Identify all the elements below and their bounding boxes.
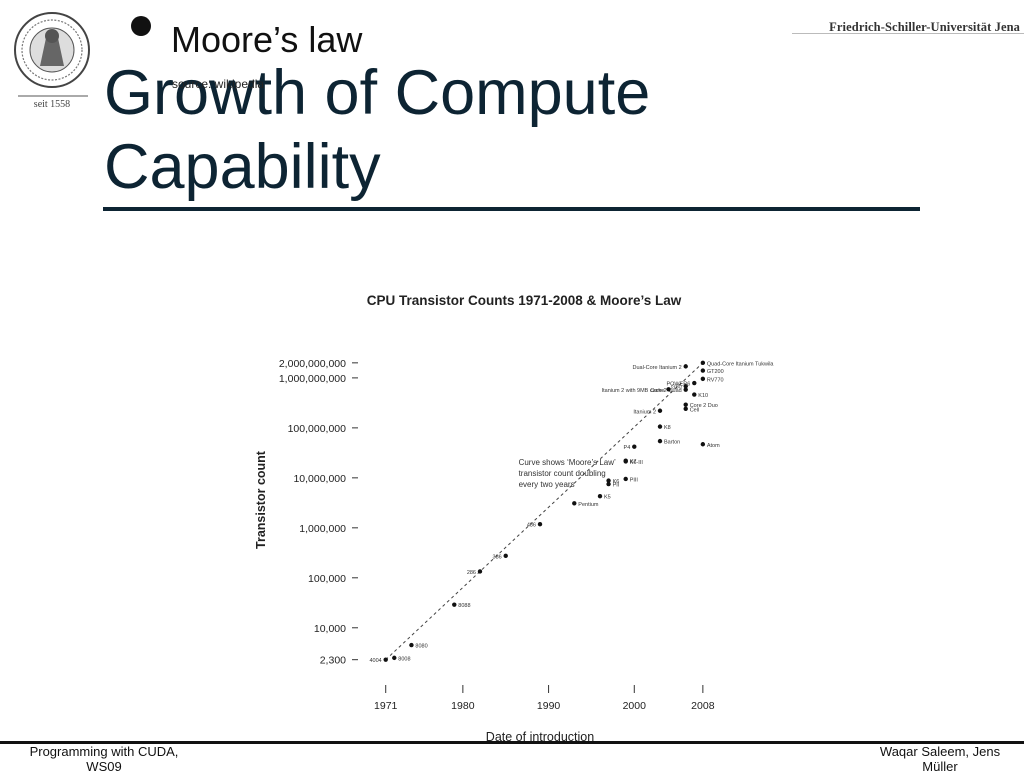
trend-annotation: Curve shows ‘Moore’s Law’ — [519, 458, 616, 467]
seal-text: seit 1558 — [34, 99, 70, 110]
point-label: Itanium 2 — [633, 409, 656, 415]
data-point — [700, 376, 706, 382]
x-tick-label: 1980 — [451, 700, 475, 712]
point-label: K6 — [613, 479, 620, 485]
point-label: Cell — [690, 407, 699, 413]
title-underline — [103, 207, 920, 211]
header-rule — [792, 33, 1024, 34]
transistor-count-chart: CPU Transistor Counts 1971-2008 & Moore’… — [254, 293, 775, 744]
footer-course: Programming with CUDA, WS09 — [14, 744, 194, 774]
y-axis-label: Transistor count — [254, 450, 268, 549]
point-label: K5 — [604, 495, 611, 501]
point-label: 8080 — [415, 644, 427, 650]
data-point — [683, 384, 688, 389]
data-point — [683, 402, 688, 407]
y-tick-label: 10,000 — [314, 623, 346, 635]
point-label: 4004 — [369, 658, 381, 664]
x-tick-label: 2000 — [623, 700, 647, 712]
data-point — [597, 493, 603, 499]
y-tick-label: 100,000 — [308, 573, 346, 585]
trend-annotation: every two years — [519, 480, 575, 489]
data-point — [503, 553, 508, 559]
y-tick-label: 10,000,000 — [293, 473, 346, 485]
footer-course-line2: WS09 — [86, 759, 122, 774]
y-tick-label: 100,000,000 — [288, 423, 347, 435]
data-point — [700, 360, 706, 366]
data-point — [477, 569, 483, 574]
point-label: GT200 — [707, 369, 724, 375]
data-point — [452, 602, 457, 607]
data-point — [572, 501, 577, 506]
footer-authors-line1: Waqar Saleem, Jens — [879, 744, 1001, 759]
point-label: POWER6 — [666, 382, 690, 388]
data-point — [700, 368, 706, 373]
footer-authors: Waqar Saleem, Jens Müller — [860, 744, 1020, 774]
point-label: Pentium — [578, 502, 599, 508]
data-point — [683, 387, 688, 392]
point-label: RV770 — [707, 377, 724, 383]
data-point — [606, 481, 611, 487]
data-point — [606, 478, 611, 483]
data-point — [623, 476, 628, 482]
point-label: G80 — [671, 385, 681, 391]
point-label: K6-III — [630, 460, 644, 466]
slide-title-line2: Capability — [104, 132, 381, 202]
point-label: K8 — [664, 425, 671, 431]
x-tick-label: 1971 — [374, 700, 398, 712]
point-label: Quad-Core Itanium Tukwila — [707, 361, 775, 367]
y-tick-label: 1,000,000,000 — [279, 373, 346, 385]
data-point — [632, 444, 637, 449]
bullet-text: Moore’s law — [171, 19, 363, 60]
moores-law-trend-line — [385, 362, 704, 661]
data-point — [537, 522, 543, 527]
footer-course-line1: Programming with CUDA, — [29, 744, 179, 759]
x-tick-label: 1990 — [537, 700, 561, 712]
data-point — [700, 442, 706, 447]
slide-title-line1: Growth of Compute — [104, 58, 651, 128]
data-point — [383, 657, 388, 662]
data-point — [623, 459, 628, 464]
point-label: K10 — [698, 393, 708, 399]
point-label: PII — [613, 483, 620, 489]
university-seal: seit 1558 — [14, 12, 90, 110]
point-label: 8008 — [398, 656, 410, 662]
x-axis-label: Date of introduction — [486, 730, 594, 744]
university-name: Friedrich-Schiller-Universität Jena — [829, 20, 1020, 34]
data-point — [657, 438, 663, 444]
data-point — [409, 642, 414, 648]
point-label: Dual-Core Itanium 2 — [632, 365, 681, 371]
point-label: 286 — [467, 570, 476, 576]
point-label: P4 — [624, 445, 631, 451]
bullet-dot-icon — [131, 16, 151, 36]
point-label: 386 — [493, 554, 502, 560]
point-label: PIII — [630, 477, 639, 483]
y-tick-label: 2,300 — [320, 655, 346, 667]
point-label: Core 2 Quad — [650, 388, 682, 394]
point-label: Itanium 2 with 9MB cache — [602, 388, 665, 394]
data-point — [657, 408, 663, 413]
point-label: Atom — [707, 443, 720, 449]
footer-rule — [0, 741, 1024, 744]
footer-authors-line2: Müller — [922, 759, 958, 774]
data-point — [657, 424, 663, 429]
data-point — [683, 406, 688, 411]
bullet-moores-law: Moore’s law — [131, 16, 363, 60]
data-point — [692, 380, 697, 386]
point-label: K7 — [630, 459, 637, 465]
y-tick-label: 2,000,000,000 — [279, 358, 346, 370]
data-point — [666, 387, 671, 392]
chart-title: CPU Transistor Counts 1971-2008 & Moore’… — [367, 293, 682, 308]
point-label: 486 — [527, 523, 536, 529]
data-point — [692, 392, 697, 397]
x-tick-label: 2008 — [691, 700, 715, 712]
slide-title: Growth of Compute Capability — [104, 56, 650, 204]
data-point — [392, 655, 397, 661]
point-label: Barton — [664, 440, 680, 446]
source-note: source: wikipedia — [172, 77, 265, 91]
point-label: Core 2 Duo — [690, 403, 718, 409]
data-point — [683, 364, 688, 369]
point-label: 8088 — [458, 603, 470, 609]
trend-annotation: transistor count doubling — [519, 469, 606, 478]
y-tick-label: 1,000,000 — [299, 523, 346, 535]
